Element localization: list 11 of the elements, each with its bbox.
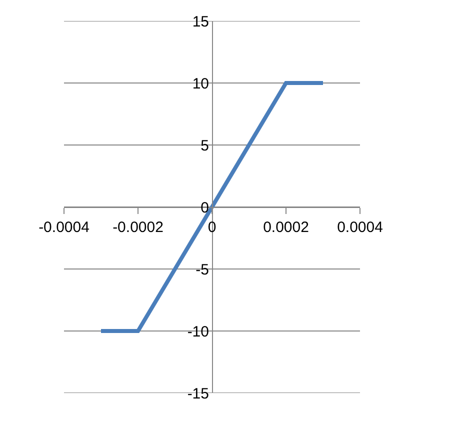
- x-tick-label: 0.0004: [337, 219, 383, 236]
- x-tick-label: 0.0002: [263, 219, 309, 236]
- y-tick-label: 0: [200, 199, 209, 216]
- y-tick-label: -10: [187, 323, 209, 340]
- y-tick-label: 15: [192, 13, 209, 30]
- x-tick-label: -0.0002: [112, 219, 164, 236]
- y-tick-label: 5: [200, 137, 209, 154]
- y-tick-label: 10: [192, 75, 209, 92]
- y-tick-label: -5: [196, 261, 209, 278]
- y-tick-label: -15: [187, 385, 209, 402]
- x-tick-label: -0.0004: [38, 219, 90, 236]
